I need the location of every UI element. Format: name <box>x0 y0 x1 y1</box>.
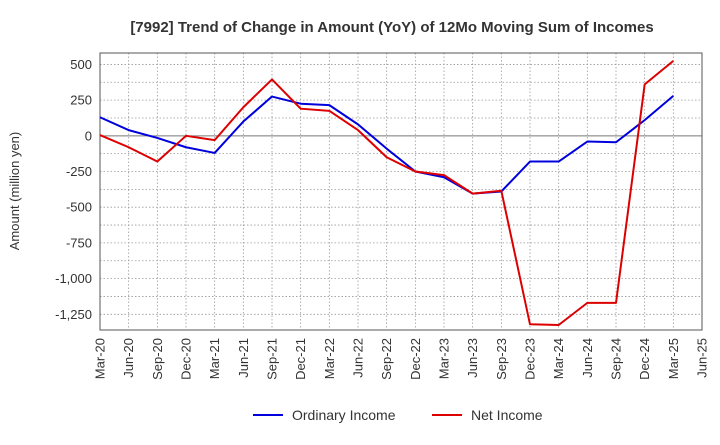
y-tick-label: -1,000 <box>55 271 92 286</box>
y-tick-label: -750 <box>66 235 92 250</box>
y-tick-label: -250 <box>66 164 92 179</box>
x-tick-label: Sep-20 <box>150 338 165 380</box>
x-tick-label: Sep-24 <box>609 338 624 380</box>
x-tick-label: Sep-23 <box>494 338 509 380</box>
x-tick-label: Mar-22 <box>322 338 337 379</box>
x-tick-label: Jun-23 <box>465 338 480 378</box>
x-tick-label: Mar-21 <box>207 338 222 379</box>
x-tick-label: Sep-22 <box>379 338 394 380</box>
x-tick-label: Jun-22 <box>351 338 366 378</box>
x-tick-label: Jun-21 <box>236 338 251 378</box>
grid <box>99 53 703 330</box>
x-tick-label: Jun-25 <box>695 338 710 378</box>
y-tick-label: -1,250 <box>55 307 92 322</box>
y-tick-label: -500 <box>66 200 92 215</box>
x-tick-label: Jun-20 <box>121 338 136 378</box>
legend-label: Net Income <box>471 407 543 423</box>
legend: Ordinary Income Net Income <box>253 407 543 423</box>
x-tick-label: Dec-22 <box>408 338 423 380</box>
legend-label: Ordinary Income <box>292 407 396 423</box>
plot-border <box>99 52 703 331</box>
x-tick-label: Mar-24 <box>551 338 566 379</box>
x-tick-label: Mar-20 <box>93 338 108 379</box>
chart-title: [7992] Trend of Change in Amount (YoY) o… <box>130 19 653 36</box>
y-axis-title: Amount (million yen) <box>7 132 22 251</box>
series-line-net-income <box>99 60 674 326</box>
x-tick-label: Mar-23 <box>437 338 452 379</box>
axes: 500 250 0 -250 -500 -750 -1,000 -1,250 Mar-20 Jun… <box>55 52 710 380</box>
x-tick-label: Dec-23 <box>523 338 538 380</box>
x-tick-label: Mar-25 <box>666 338 681 379</box>
x-tick-label: Dec-21 <box>293 338 308 380</box>
y-tick-label: 500 <box>70 57 92 72</box>
y-tick-label: 0 <box>85 128 92 143</box>
x-tick-label: Dec-24 <box>637 338 652 380</box>
series-line-ordinary-income <box>99 95 674 195</box>
x-tick-label: Sep-21 <box>265 338 280 380</box>
series-layer <box>99 60 674 326</box>
x-tick-label: Jun-24 <box>580 338 595 378</box>
y-tick-label: 250 <box>70 93 92 108</box>
x-tick-label: Dec-20 <box>179 338 194 380</box>
